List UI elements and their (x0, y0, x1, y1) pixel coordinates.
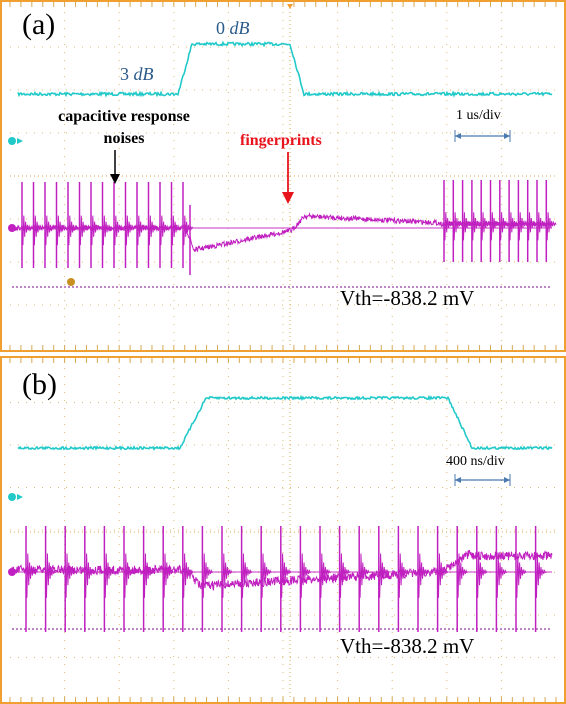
spike-ringing (136, 215, 148, 246)
spike-ringing (280, 553, 292, 598)
panel-a: (a) 0 dB 3 dB capacitive response noises… (0, 0, 566, 352)
threshold-dot (67, 278, 75, 286)
spike-ringing (125, 215, 136, 246)
noise-spikes-left (21, 182, 194, 268)
spike-ringing (159, 215, 171, 246)
spike-ringing (358, 553, 370, 598)
spike-ringing (471, 212, 483, 241)
grid (9, 358, 557, 702)
trigger-marker (287, 4, 293, 9)
spike-ringing (84, 553, 96, 598)
grid (9, 2, 557, 350)
spike-ringing (443, 212, 455, 241)
spike-ringing (462, 212, 473, 241)
vth-label-b: Vth=-838.2 mV (340, 634, 475, 658)
spike-ringing (299, 553, 311, 598)
spike-ringing (339, 553, 350, 598)
spike-ringing (113, 215, 125, 246)
spike-ringing (499, 212, 511, 241)
spike-ringing (162, 553, 174, 598)
vth-label-a: Vth=-838.2 mV (340, 286, 475, 310)
scale-bar-b-arrow (455, 477, 461, 483)
spike-ringing (182, 553, 194, 598)
channel1-marker (8, 137, 16, 145)
channel1-pulse (17, 40, 553, 98)
spike-ringing (143, 553, 154, 598)
spike-ringing (456, 553, 468, 598)
noise-arrow-head (110, 174, 120, 184)
spike-ringing (535, 553, 546, 598)
spike-ringing (508, 212, 520, 241)
channel1-pulse (17, 394, 553, 451)
spike-ringing (45, 553, 56, 598)
spike-ringing (148, 215, 159, 246)
spike-ringing (123, 553, 135, 598)
spike-ringing (241, 553, 252, 598)
plot-border (0, 356, 566, 704)
panel-b: (b) 400 ns/div Vth=-838.2 mV (0, 356, 566, 704)
fingerprint-arrow-head (282, 192, 294, 204)
spike-ringing (102, 215, 113, 246)
scale-bar-b-arrow (504, 477, 510, 483)
noise-spikes-right (443, 180, 557, 262)
spike-ringing (452, 212, 464, 241)
spike-ringing (495, 553, 507, 598)
spike-ringing (536, 212, 548, 241)
oscilloscope-trace-b (0, 356, 566, 704)
low-level-label: 3 dB (120, 64, 154, 84)
spike-ringing (319, 553, 331, 598)
spike-ringing (490, 212, 501, 241)
spike-ringing (260, 553, 272, 598)
oscilloscope-trace-a (0, 0, 566, 352)
spike-ringing (545, 212, 557, 241)
fingerprints-annotation: fingerprints (240, 132, 322, 149)
spike-ringing (476, 553, 488, 598)
panel-a-label: (a) (22, 8, 56, 41)
noise-annotation-line2: noises (103, 130, 145, 147)
spike-ringing (90, 215, 102, 246)
spike-ringing (79, 215, 90, 246)
channel1-marker (8, 493, 16, 501)
spike-ringing (378, 553, 390, 598)
spike-ringing (56, 215, 67, 246)
channel1-arrow (17, 494, 23, 500)
spike-ringing (527, 212, 539, 241)
panel-b-label: (b) (22, 368, 57, 401)
spike-ringing (417, 553, 429, 598)
spike-ringing (221, 553, 233, 598)
channel1-arrow (17, 138, 23, 144)
spike-ringing (201, 553, 213, 598)
noise-annotation-line1: capacitive response (58, 108, 190, 125)
noise-spikes (25, 526, 546, 632)
spike-ringing (64, 553, 76, 598)
spike-ringing (171, 215, 182, 246)
spike-ringing (397, 553, 409, 598)
spike-ringing (21, 215, 33, 246)
noise-annotation: capacitive response noises (34, 106, 214, 150)
time-scale-b: 400 ns/div (446, 454, 505, 469)
spike-ringing (515, 553, 527, 598)
scale-bar-a-arrow (504, 133, 510, 139)
spike-ringing (437, 553, 448, 598)
spike-ringing (182, 215, 194, 246)
scale-bar-a-arrow (455, 133, 461, 139)
spike-ringing (44, 215, 56, 246)
spike-ringing (25, 553, 37, 598)
spike-ringing (517, 212, 529, 241)
time-scale-a: 1 us/div (456, 108, 501, 123)
spike-ringing (480, 212, 492, 241)
spike-ringing (67, 215, 79, 246)
plot-border (0, 0, 566, 352)
spike-ringing (103, 553, 115, 598)
spike-ringing (33, 215, 44, 246)
top-level-label: 0 dB (216, 18, 250, 38)
